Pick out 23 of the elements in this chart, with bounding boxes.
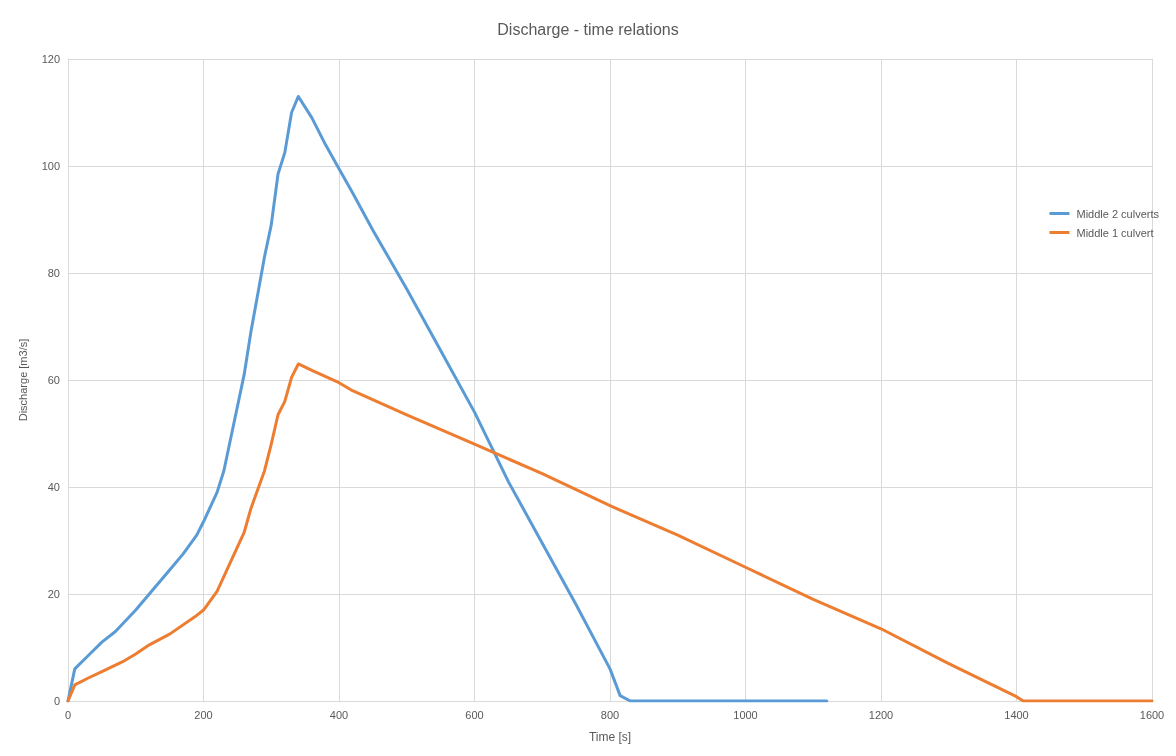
x-tick-label: 600 <box>465 708 484 721</box>
x-tick-label: 1000 <box>733 708 758 721</box>
x-tick-label: 1400 <box>1004 708 1029 721</box>
x-tick-label: 200 <box>194 708 213 721</box>
y-tick-label: 20 <box>47 588 60 600</box>
x-tick-label: 400 <box>329 708 349 721</box>
x-axis-title: Time [s] <box>588 730 632 744</box>
line-series <box>66 362 1154 703</box>
y-tick-label: 120 <box>41 53 60 65</box>
x-tick-label: 1600 <box>1139 708 1165 721</box>
y-tick-label: 40 <box>47 481 60 493</box>
x-tick-label: 0 <box>64 708 72 721</box>
y-axis-title: Discharge [m3/s] <box>16 338 29 422</box>
y-tick-label: 100 <box>41 160 60 172</box>
y-tick-label: 60 <box>47 374 60 386</box>
y-tick-label: 0 <box>53 695 60 707</box>
y-tick-label: 80 <box>47 267 60 279</box>
x-tick-label: 1200 <box>868 708 894 721</box>
chart-title: Discharge - time relations <box>497 20 679 38</box>
line-series <box>66 94 829 703</box>
x-tick-label: 800 <box>600 708 620 721</box>
legend-label: Middle 2 culverts <box>1076 207 1160 220</box>
legend-label: Middle 1 culvert <box>1076 226 1154 239</box>
